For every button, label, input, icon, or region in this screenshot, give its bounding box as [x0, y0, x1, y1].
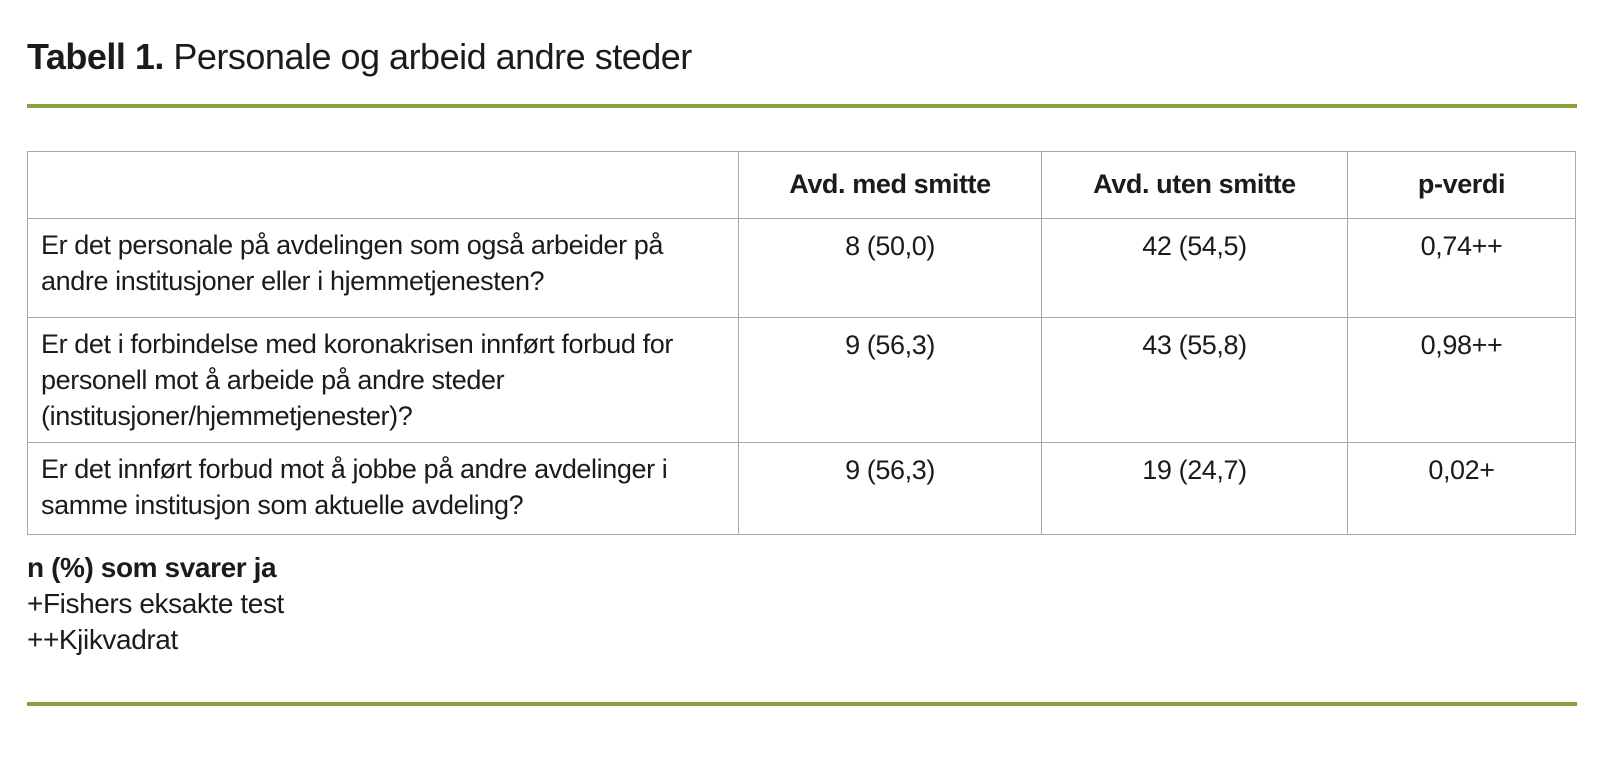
value-cell-avd-uten-smitte: 42 (54,5)	[1041, 217, 1348, 318]
footnote-fishers-test: +Fishers eksakte test	[27, 587, 284, 619]
column-header-avd-med-smitte: Avd. med smitte	[738, 150, 1042, 219]
column-header-avd-uten-smitte: Avd. uten smitte	[1041, 150, 1348, 219]
column-header-question	[27, 150, 739, 219]
footnote-chi-square: ++Kjikvadrat	[27, 623, 178, 655]
results-table: Avd. med smitte Avd. uten smitte p-verdi…	[27, 150, 1576, 535]
table-title-number: Tabell 1.	[27, 36, 164, 77]
bottom-divider-rule	[27, 701, 1577, 706]
table-row: Er det personale på avdelingen som også …	[27, 217, 1576, 318]
question-cell: Er det personale på avdelingen som også …	[27, 217, 739, 318]
value-cell-avd-med-smitte: 8 (50,0)	[738, 217, 1042, 318]
value-cell-avd-uten-smitte: 19 (24,7)	[1041, 441, 1348, 535]
table-row: Er det i forbindelse med koronakrisen in…	[27, 316, 1576, 443]
table-title: Tabell 1. Personale og arbeid andre sted…	[27, 38, 1576, 76]
column-header-p-verdi: p-verdi	[1347, 150, 1576, 219]
value-cell-avd-med-smitte: 9 (56,3)	[738, 441, 1042, 535]
question-cell: Er det innført forbud mot å jobbe på and…	[27, 441, 739, 535]
top-divider-rule	[27, 103, 1577, 108]
value-cell-avd-uten-smitte: 43 (55,8)	[1041, 316, 1348, 443]
value-cell-p-verdi: 0,74++	[1347, 217, 1576, 318]
value-cell-p-verdi: 0,98++	[1347, 316, 1576, 443]
table-row: Er det innført forbud mot å jobbe på and…	[27, 441, 1576, 535]
table-footnotes: n (%) som svarer ja +Fishers eksakte tes…	[27, 550, 1576, 658]
table-title-text: Personale og arbeid andre steder	[163, 36, 692, 77]
question-cell: Er det i forbindelse med koronakrisen in…	[27, 316, 739, 443]
footnote-legend: n (%) som svarer ja	[27, 551, 277, 583]
table-header-row: Avd. med smitte Avd. uten smitte p-verdi	[27, 150, 1576, 219]
value-cell-avd-med-smitte: 9 (56,3)	[738, 316, 1042, 443]
value-cell-p-verdi: 0,02+	[1347, 441, 1576, 535]
